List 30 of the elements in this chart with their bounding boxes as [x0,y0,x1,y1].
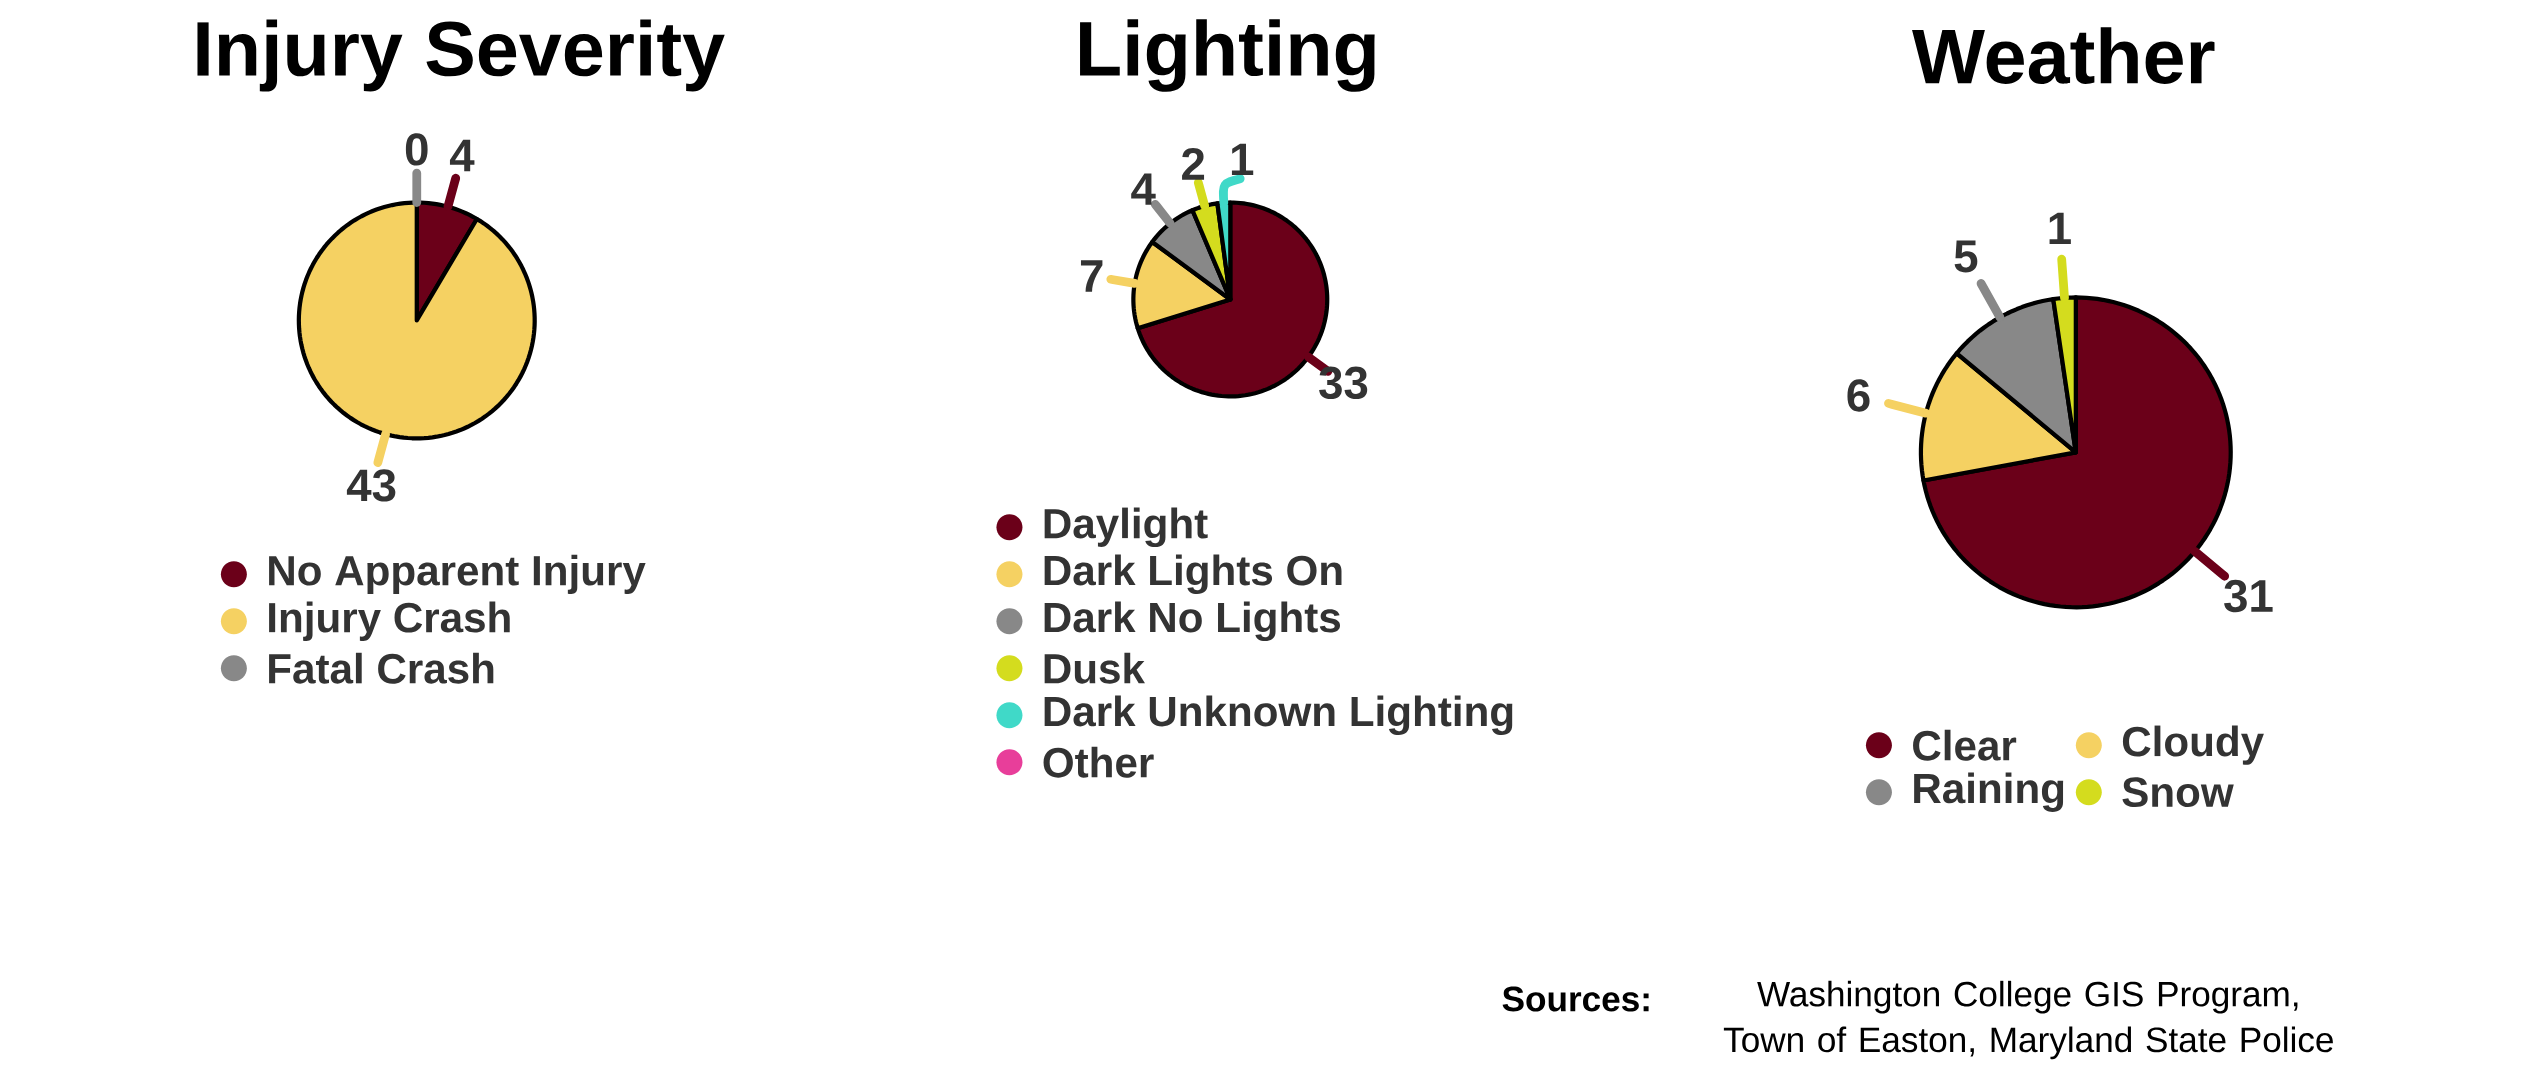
legend-label: Dark Unknown Lighting [1044,695,1513,735]
data-label: 4 [449,139,475,172]
legend-label: Cloudy [2122,725,2264,765]
legend-label: No Apparent Injury [269,554,646,594]
legend-label: Clear [1913,729,2017,761]
data-label: 33 [1319,366,1368,400]
legend-label: Dark No Lights [1044,601,1341,641]
data-label: 1 [1231,143,1254,176]
legend-label: Fatal Crash [269,652,494,684]
chart-title: Injury Severity [197,19,725,92]
chart-title: Weather [1912,27,2215,84]
data-label: 5 [1954,240,1978,273]
data-label: 31 [2224,579,2273,613]
source-note: Sources: [1502,986,1649,1012]
legend-label: Dark Lights On [1044,554,1342,595]
chart-title: Lighting [1080,19,1375,92]
legend-label: Daylight [1044,507,1208,548]
legend-label: Injury Crash [269,601,510,641]
legend-label: Other [1043,746,1154,778]
data-label: 7 [1080,260,1103,292]
text: 0 [405,133,428,166]
data-label: 4 [1131,173,1156,205]
data-label: 2 [1182,147,1205,180]
data-label: 43 [346,469,396,502]
legend-label: Dusk [1044,652,1145,684]
legend-label: Snow [2122,777,2234,808]
data-label: 1 [2049,212,2071,245]
legend-label: Raining [1914,772,2064,812]
data-label: 6 [1847,379,1870,412]
text: Washington College GIS Program, Town of Easton, Maryland State Police [1723,980,2333,1060]
